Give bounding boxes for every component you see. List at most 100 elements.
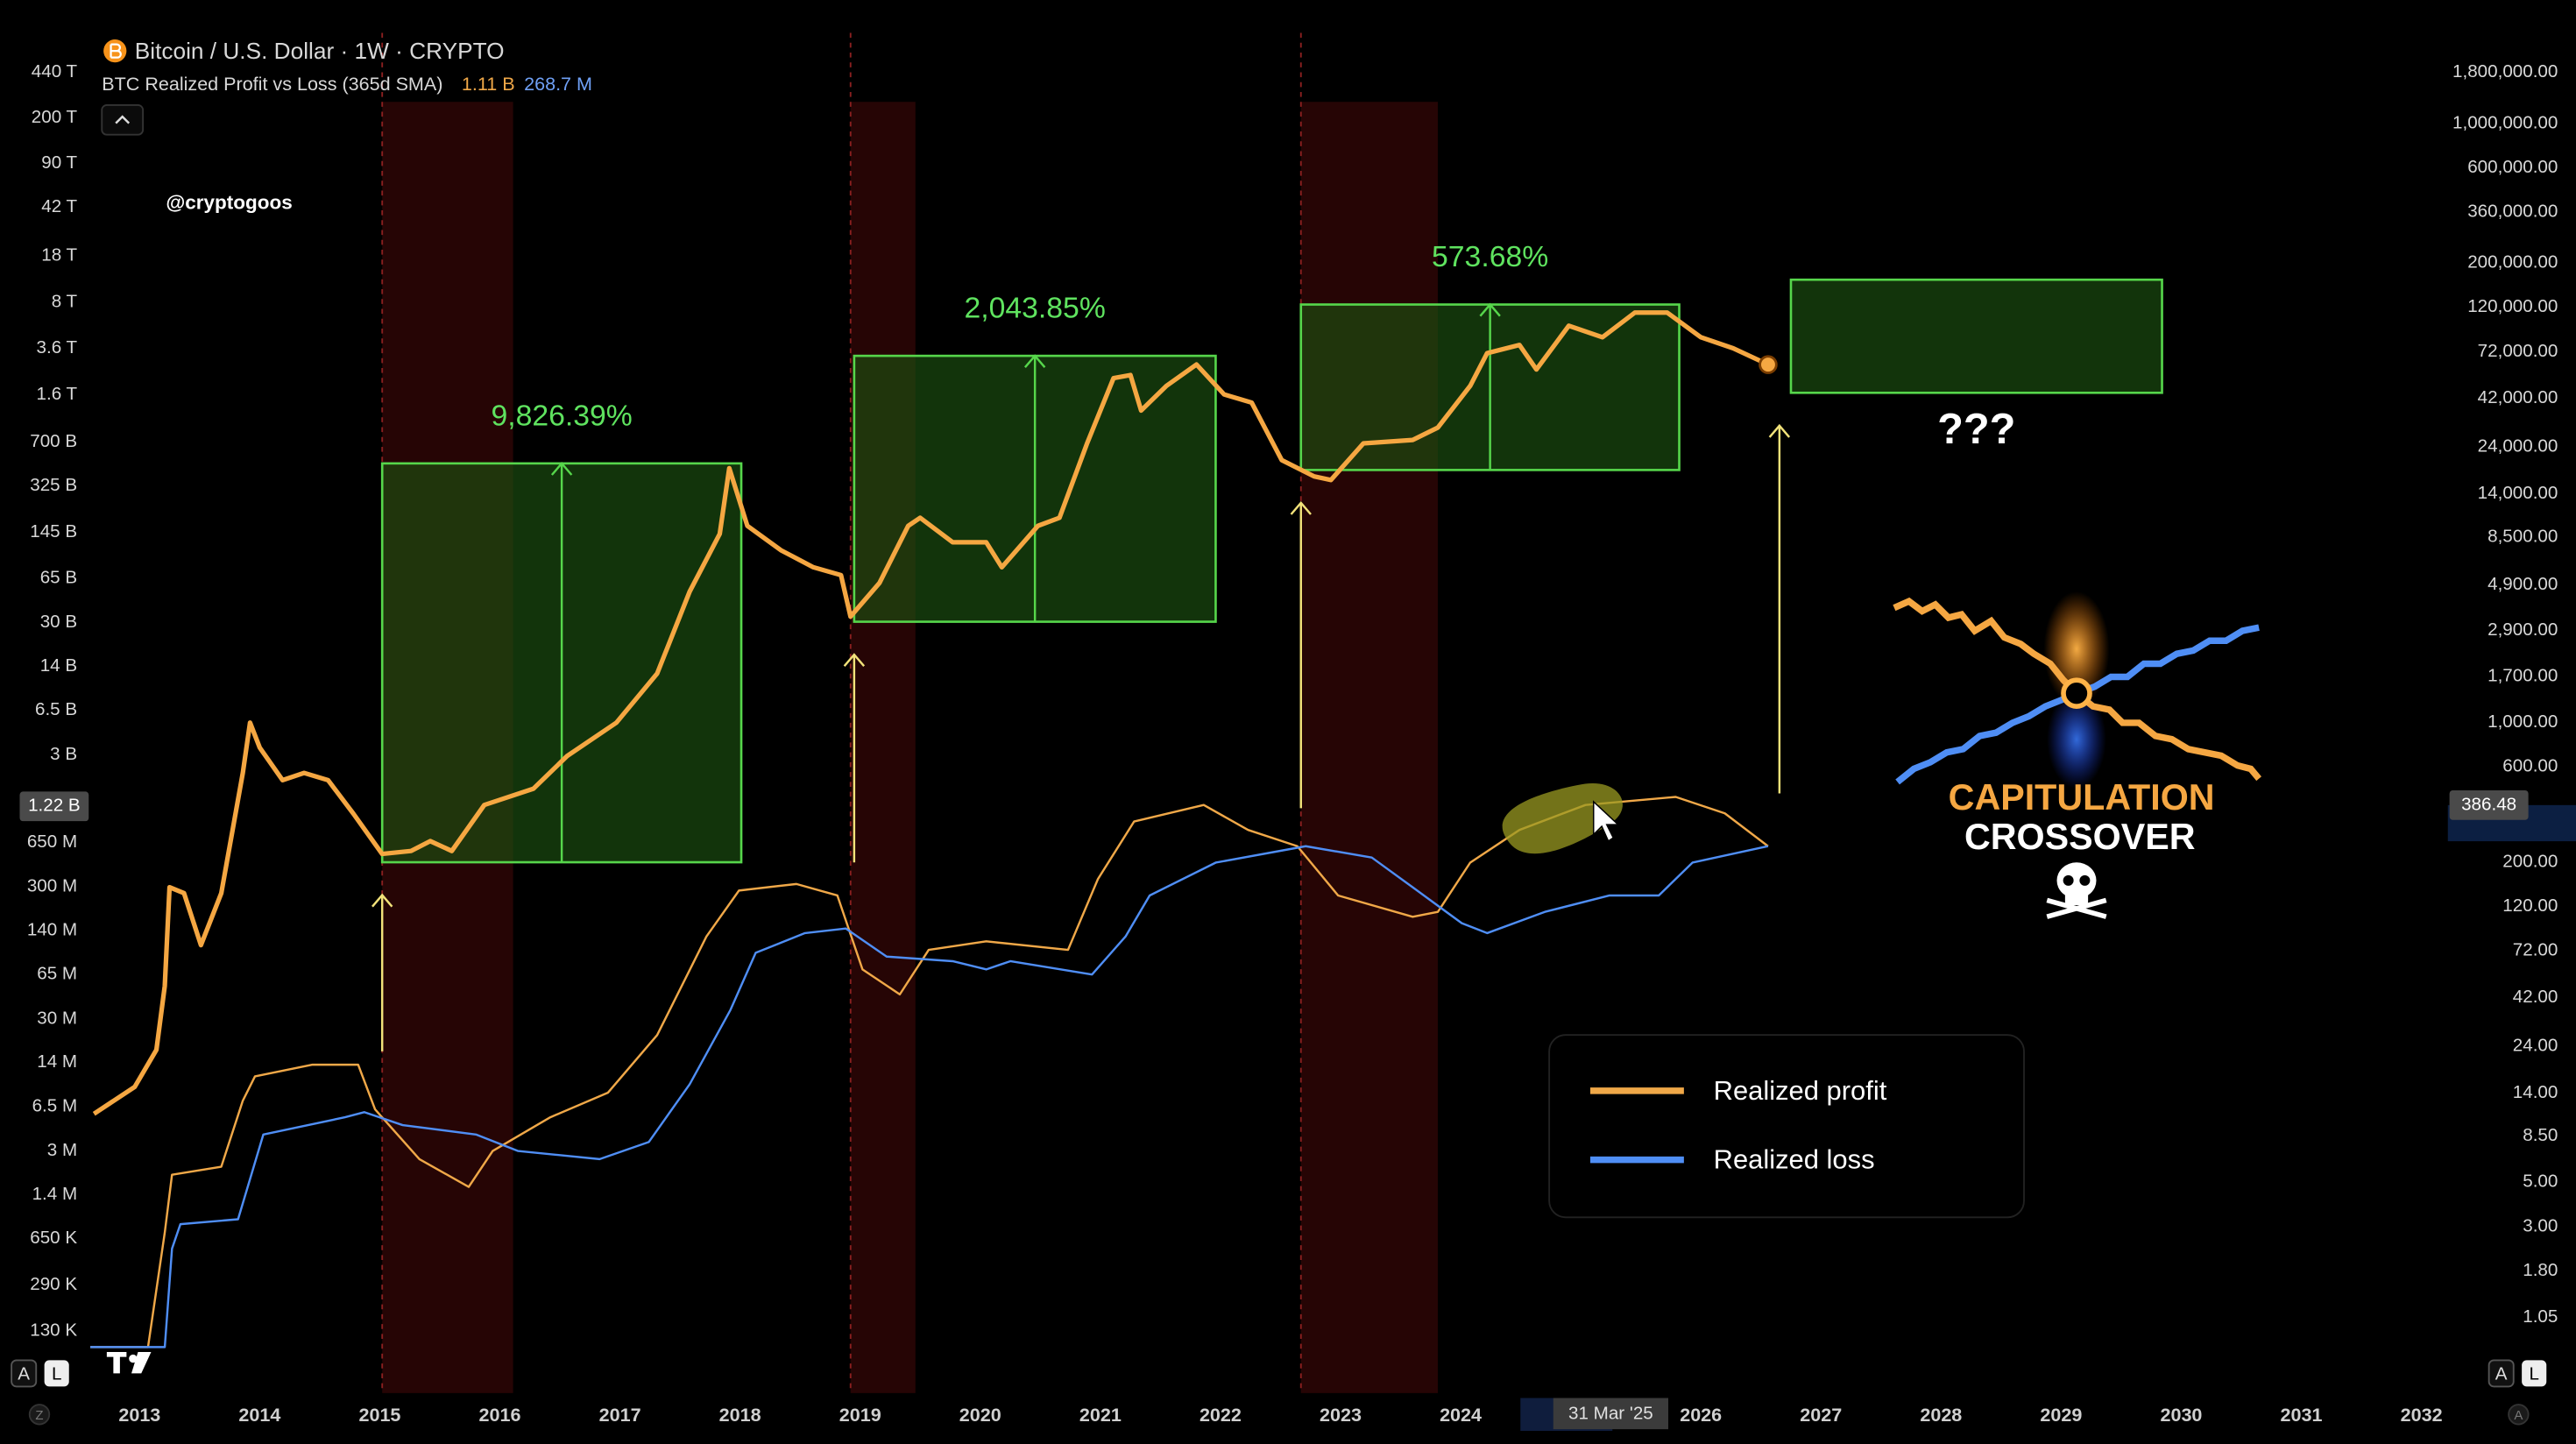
x-tick-label: 2013	[118, 1404, 160, 1426]
skull-bones	[2046, 897, 2107, 919]
measure-box	[1789, 278, 2163, 394]
measure-label: 573.68%	[1432, 240, 1548, 273]
collapse-icon	[115, 115, 131, 124]
y2-tick-label: 8,500.00	[2488, 526, 2558, 546]
x-tick-label: 2020	[959, 1404, 1001, 1426]
y-tick-label: 440 T	[32, 61, 78, 81]
x-tick-label: 2027	[1800, 1404, 1842, 1426]
corner-button-label: A	[2514, 1408, 2523, 1423]
skull	[2056, 862, 2097, 899]
scale-button[interactable]	[11, 1359, 38, 1388]
y-tick-label: 42 T	[41, 196, 77, 216]
y-tick-label: 130 K	[30, 1320, 77, 1340]
y-tick-label: 3 B	[50, 744, 77, 764]
indicator-title: BTC Realized Profit vs Loss (365d SMA)	[102, 73, 442, 95]
crosshair-label: 31 Mar '25	[1568, 1404, 1653, 1424]
y2-tick-label: 24,000.00	[2478, 436, 2558, 457]
tv-logo-part	[131, 1352, 152, 1374]
scale-button[interactable]	[2488, 1359, 2515, 1388]
measure-label: 2,043.85%	[964, 292, 1105, 325]
y-tick-label: 1.6 T	[37, 384, 78, 404]
tv-logo-part	[129, 1354, 138, 1363]
y2-tick-label: 2,900.00	[2488, 619, 2558, 640]
measure-layer: 9,826.39% 2,043.85% 573.68%???	[372, 240, 2163, 1051]
measure-label: 9,826.39%	[491, 399, 632, 432]
x-tick-label: 2024	[1440, 1404, 1482, 1426]
y2-tick-label: 1,800,000.00	[2452, 61, 2558, 81]
indicator-value: 268.7 M	[524, 73, 592, 95]
tv-logo	[106, 1352, 152, 1374]
y2-tick-label: 1.05	[2523, 1306, 2558, 1327]
scale-button-label: A	[2495, 1364, 2508, 1384]
y2-tick-label: 1,000,000.00	[2452, 112, 2558, 132]
y-tick-label: 14 M	[37, 1051, 77, 1072]
crosshair-box	[1553, 1398, 1669, 1430]
y-tick-label: 650 K	[30, 1228, 77, 1248]
corner-button[interactable]	[2508, 1404, 2530, 1426]
scale-button-label: A	[18, 1364, 30, 1384]
x-tick-label: 2016	[479, 1404, 521, 1426]
indicator-line	[90, 845, 1769, 1348]
x-tick-label: 2028	[1920, 1404, 1962, 1426]
y2-tick-label: 1,000.00	[2488, 711, 2558, 732]
last-value-box	[19, 791, 89, 822]
legend	[1548, 1034, 2025, 1219]
scale-button-label: L	[2529, 1364, 2538, 1384]
y-tick-label: 1.4 M	[32, 1184, 78, 1204]
legend-label: Realized profit	[1714, 1075, 1887, 1106]
measure-arrowhead	[550, 461, 573, 476]
y2-tick-label: 360,000.00	[2467, 201, 2558, 221]
badge-ring	[2061, 677, 2092, 710]
skull	[2064, 892, 2089, 906]
y-tick-label: 325 B	[30, 475, 77, 495]
y2-tick-label: 1,700.00	[2488, 666, 2558, 686]
corner-button-label: Z	[35, 1408, 43, 1423]
x-tick-label: 2029	[2040, 1404, 2082, 1426]
x-tick-label: 2019	[839, 1404, 881, 1426]
price-line	[92, 310, 1769, 1116]
x-tick-label: 2021	[1079, 1404, 1122, 1426]
collapse-button[interactable]	[101, 104, 145, 136]
y2-tick-label: 5.00	[2523, 1171, 2558, 1192]
glow	[2047, 690, 2106, 789]
y2-tick-label: 8.50	[2523, 1125, 2558, 1145]
y-tick-label: 65 B	[40, 568, 77, 588]
btc-icon-glyph	[110, 43, 122, 59]
y2-tick-label: 4,900.00	[2488, 574, 2558, 594]
y2-tick-label: 120,000.00	[2467, 296, 2558, 316]
y2-tick-label: 3.00	[2523, 1215, 2558, 1235]
y-tick-label: 290 K	[30, 1274, 77, 1294]
y-tick-label: 14 B	[40, 655, 77, 676]
highlight	[1502, 782, 1623, 854]
last-value-box	[2449, 789, 2529, 820]
measure-arrowhead	[1479, 302, 1501, 317]
shaded-range	[850, 102, 916, 1393]
last-value-label: 386.48	[2461, 794, 2516, 814]
y-tick-label: 65 M	[37, 964, 77, 984]
y-tick-label: 300 M	[27, 876, 77, 896]
scale-button[interactable]	[2522, 1360, 2547, 1387]
indicator-line	[90, 796, 1769, 1348]
skull-eye	[2079, 874, 2091, 886]
x-tick-label: 2018	[719, 1404, 761, 1426]
badge-title: CAPITULATION	[1949, 777, 2215, 818]
y-tick-label: 650 M	[27, 832, 77, 852]
shaded-range	[1300, 102, 1439, 1393]
y-tick-label: 8 T	[52, 292, 78, 312]
chart-title: Bitcoin / U.S. Dollar · 1W · CRYPTO	[135, 38, 505, 64]
skull-eye	[2063, 874, 2074, 886]
x-tick-label: 2014	[238, 1404, 280, 1426]
entry-arrowhead	[843, 653, 866, 667]
y2-tick-label: 200,000.00	[2467, 252, 2558, 273]
entry-arrowhead	[1768, 423, 1791, 438]
measure-label: ???	[1937, 406, 2015, 453]
x-tick-label: 2030	[2160, 1404, 2202, 1426]
scale-button[interactable]	[44, 1360, 69, 1387]
y2-tick-label: 600.00	[2502, 756, 2558, 776]
cursor	[1593, 800, 1620, 843]
y2-tick-label: 14,000.00	[2478, 483, 2558, 503]
corner-button[interactable]	[28, 1404, 51, 1426]
y2-tick-label: 72,000.00	[2478, 341, 2558, 361]
y2-tick-label: 1.80	[2523, 1260, 2558, 1280]
